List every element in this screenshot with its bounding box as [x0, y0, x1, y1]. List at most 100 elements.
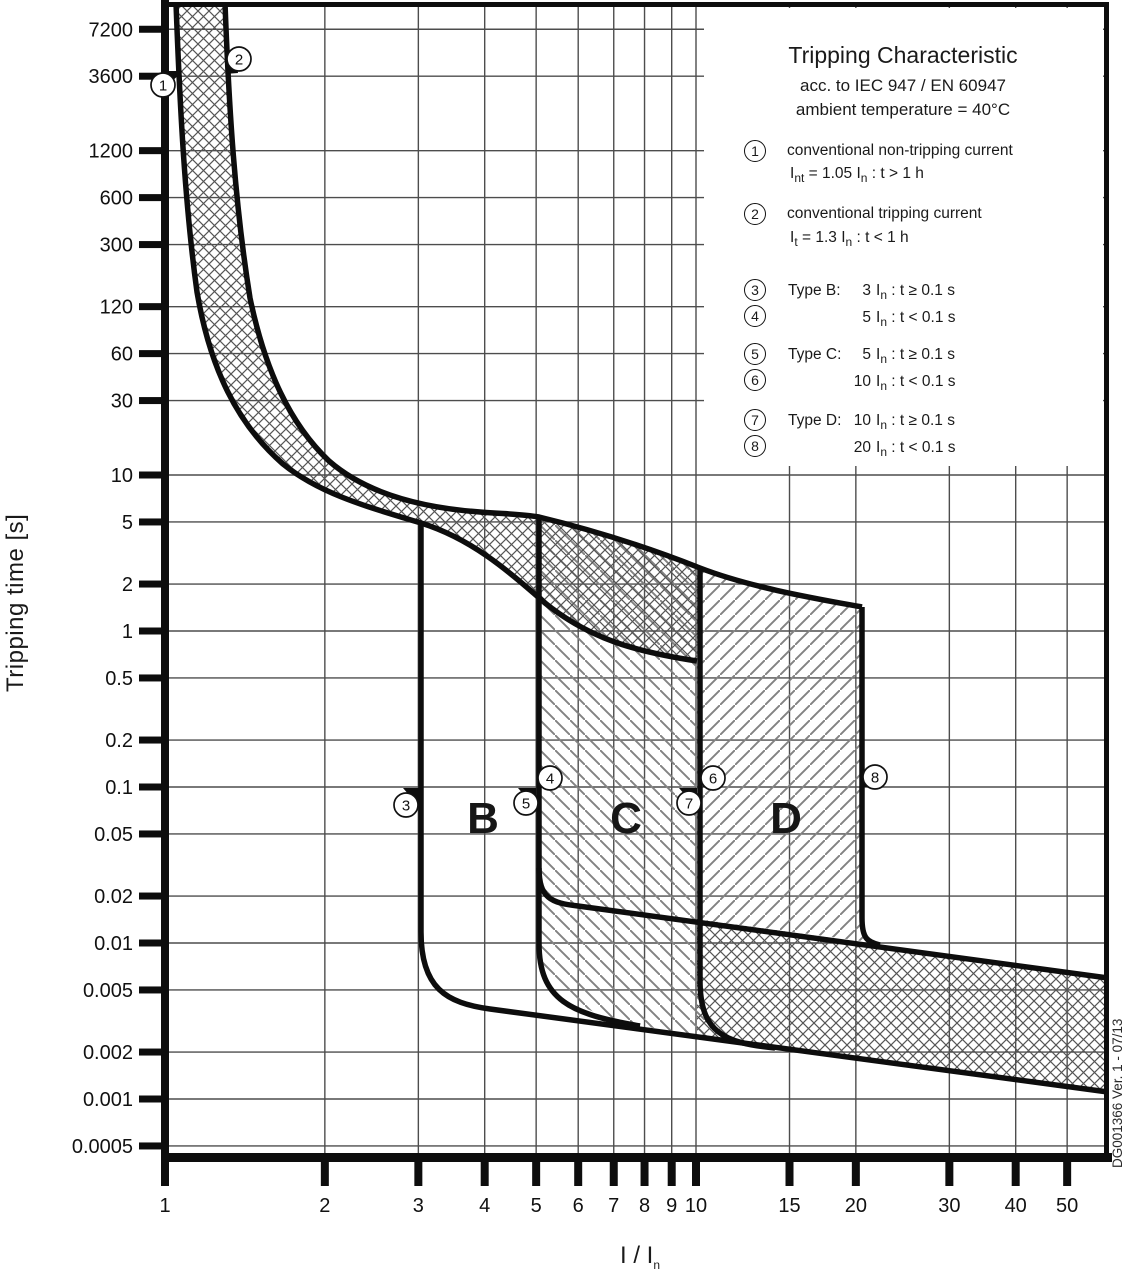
x-tick-6 — [574, 1161, 583, 1186]
y-tick-0.0005 — [139, 1142, 165, 1150]
x-tick-20 — [851, 1161, 860, 1186]
y-tick-label-1: 1 — [122, 621, 133, 643]
y-tick-0.1 — [139, 783, 165, 791]
legend-item-1-label: conventional non-tripping current — [787, 142, 1013, 159]
y-tick-label-300: 300 — [100, 235, 133, 257]
y-tick-label-3600: 3600 — [89, 66, 134, 88]
legend-marker-8: 8 — [744, 435, 766, 457]
y-tick-300 — [139, 241, 165, 249]
legend-marker-6: 6 — [744, 369, 766, 391]
legend-marker-2: 2 — [744, 203, 766, 225]
legend-item-8-formula: 20 In : t < 0.1 s — [853, 439, 956, 460]
chart-marker-6-circle — [700, 765, 726, 791]
y-tick-1 — [139, 627, 165, 635]
y-tick-label-0.02: 0.02 — [94, 886, 133, 908]
x-tick-label-10: 10 — [685, 1195, 707, 1217]
chart-marker-8-number: 8 — [871, 770, 879, 787]
legend-marker-1: 1 — [744, 140, 766, 162]
y-tick-3600 — [139, 72, 165, 80]
chart-marker-2-circle — [226, 46, 252, 72]
x-axis-title: I / In — [619, 1242, 661, 1272]
thermal-band-region — [176, 3, 699, 661]
y-tick-120 — [139, 303, 165, 311]
y-tick-label-0.5: 0.5 — [105, 668, 133, 690]
x-tick-15 — [785, 1161, 794, 1186]
y-tick-label-5: 5 — [122, 512, 133, 534]
y-tick-7200 — [139, 25, 165, 33]
y-tick-label-0.2: 0.2 — [105, 730, 133, 752]
legend-background — [704, 8, 1103, 466]
x-tick-7 — [609, 1161, 618, 1186]
x-tick-50 — [1063, 1161, 1072, 1186]
x-tick-label-30: 30 — [938, 1195, 960, 1217]
x-tick-label-2: 2 — [319, 1195, 330, 1217]
chart-marker-3-number: 3 — [402, 798, 410, 815]
x-tick-8 — [640, 1161, 649, 1186]
chart-title: Tripping Characteristic — [788, 42, 1018, 68]
region-letter-C: C — [610, 794, 642, 843]
thermal-lower-curve — [173, 2, 698, 664]
legend-type-b-label: Type B: — [788, 282, 841, 299]
y-tick-0.2 — [139, 736, 165, 744]
x-tick-9 — [667, 1161, 676, 1186]
x-tick-label-20: 20 — [845, 1195, 867, 1217]
y-tick-5 — [139, 518, 165, 526]
legend-marker-7: 7 — [744, 409, 766, 431]
y-tick-0.001 — [139, 1095, 165, 1103]
chart-marker-4-number: 4 — [546, 771, 554, 788]
x-tick-label-3: 3 — [413, 1195, 424, 1217]
legend-item-7-formula: 10 In : t ≥ 0.1 s — [853, 412, 955, 433]
y-tick-30 — [139, 397, 165, 405]
y-tick-10 — [139, 471, 165, 479]
x-tick-label-15: 15 — [778, 1195, 800, 1217]
chart-marker-7-circle — [676, 790, 702, 816]
x-axis-line — [161, 1153, 1112, 1162]
chart-ambient-temperature: ambient temperature = 40°C — [795, 100, 1011, 119]
legend-type-c-label: Type C: — [788, 346, 842, 363]
x-tick-3 — [414, 1161, 423, 1186]
legend-marker-5: 5 — [744, 343, 766, 365]
x-tick-label-6: 6 — [573, 1195, 584, 1217]
x-tick-label-4: 4 — [479, 1195, 490, 1217]
chart-standard: acc. to IEC 947 / EN 60947 — [799, 76, 1006, 95]
legend-type-d-label: Type D: — [788, 412, 842, 429]
legend-item-3-formula: 3 In : t ≥ 0.1 s — [862, 282, 955, 303]
axis-ticks-and-labels: 7200360012006003001206030105210.50.20.10… — [72, 19, 1078, 1217]
x-tick-label-50: 50 — [1056, 1195, 1078, 1217]
type-b-boundary-curve — [418, 523, 1109, 1095]
y-tick-label-1200: 1200 — [89, 141, 134, 163]
chart-marker-7-number: 7 — [685, 796, 693, 813]
legend-marker-4: 4 — [744, 305, 766, 327]
plot-top-border — [165, 2, 1108, 7]
chart-marker-1-number: 1 — [159, 78, 167, 95]
y-tick-label-30: 30 — [111, 391, 133, 413]
y-tick-label-10: 10 — [111, 465, 133, 487]
x-tick-label-9: 9 — [666, 1195, 677, 1217]
legend-item-4-formula: 5 In : t < 0.1 s — [862, 309, 956, 330]
legend-marker-3: 3 — [744, 279, 766, 301]
thermal-upper-curve — [222, 2, 863, 610]
type-c-lower-boundary — [536, 517, 641, 1029]
y-tick-600 — [139, 194, 165, 202]
y-tick-label-600: 600 — [100, 188, 133, 210]
document-version-note: DG001366 Ver. 1 - 07/13 — [1110, 1018, 1125, 1168]
x-tick-label-40: 40 — [1005, 1195, 1027, 1217]
y-tick-0.01 — [139, 939, 165, 947]
chart-markers: 1 2 3 4 5 6 7 8 — [150, 46, 888, 818]
y-tick-0.02 — [139, 892, 165, 900]
chart-marker-3-circle — [393, 792, 419, 818]
y-tick-label-7200: 7200 — [89, 19, 134, 41]
y-tick-label-0.05: 0.05 — [94, 824, 133, 846]
x-tick-label-7: 7 — [608, 1195, 619, 1217]
type-c-region — [539, 517, 770, 1047]
y-tick-label-60: 60 — [111, 344, 133, 366]
chart-marker-8-circle — [862, 764, 888, 790]
y-tick-0.005 — [139, 986, 165, 994]
y-tick-1200 — [139, 147, 165, 155]
y-tick-60 — [139, 350, 165, 358]
x-tick-2 — [320, 1161, 329, 1186]
region-letter-D: D — [770, 794, 802, 843]
y-axis-title: Tripping time [s] — [2, 513, 29, 692]
